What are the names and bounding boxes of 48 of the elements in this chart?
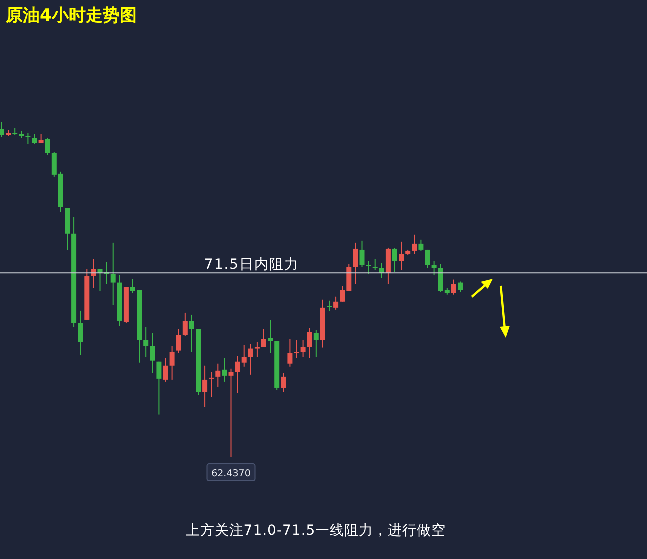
candlestick bbox=[176, 328, 182, 354]
candlestick bbox=[379, 262, 384, 279]
candlestick bbox=[372, 258, 378, 271]
candlestick bbox=[189, 314, 194, 353]
candlestick bbox=[366, 260, 372, 275]
candlestick bbox=[202, 365, 208, 408]
candlestick bbox=[45, 138, 50, 156]
candlestick bbox=[360, 240, 365, 268]
candlestick bbox=[399, 241, 404, 271]
ref-line-label: 71.5日内阻力 bbox=[204, 257, 300, 274]
candlestick bbox=[314, 330, 319, 358]
candlestick bbox=[392, 247, 398, 273]
candlestick bbox=[78, 310, 84, 356]
candlestick bbox=[254, 342, 260, 358]
candlestick bbox=[288, 338, 293, 368]
candlestick bbox=[144, 326, 149, 358]
candlestick bbox=[268, 319, 274, 354]
candlestick bbox=[412, 234, 418, 254]
candlestick bbox=[294, 340, 300, 359]
candlestick bbox=[228, 368, 234, 458]
candlestick bbox=[458, 281, 463, 293]
candlestick bbox=[248, 344, 254, 376]
candlestick bbox=[222, 358, 228, 382]
candlestick bbox=[425, 249, 430, 269]
candlestick bbox=[150, 332, 156, 374]
candlestick bbox=[262, 328, 266, 348]
chart-title: 原油4小时走势图 bbox=[5, 6, 137, 26]
candlestick bbox=[216, 363, 221, 388]
candlestick bbox=[209, 372, 214, 398]
candlestick bbox=[418, 239, 424, 252]
text: 上方关注71.0-71.5一线阻力，进行做空 bbox=[186, 523, 446, 539]
candlestick bbox=[110, 242, 116, 306]
candlestick bbox=[353, 242, 358, 285]
candlestick bbox=[32, 134, 38, 145]
candlestick bbox=[300, 340, 306, 358]
candlestick bbox=[156, 361, 162, 416]
candlestick bbox=[334, 296, 339, 310]
candlestick bbox=[26, 132, 31, 145]
candlestick bbox=[170, 346, 175, 380]
candlestick bbox=[451, 279, 456, 296]
candlestick bbox=[182, 312, 188, 337]
candlestick bbox=[281, 372, 286, 393]
annotation: 62.4370 bbox=[212, 468, 251, 480]
candlestick bbox=[163, 358, 168, 382]
candlestick bbox=[432, 260, 437, 276]
candlestick bbox=[327, 300, 332, 312]
candlestick bbox=[307, 328, 312, 359]
candlestick bbox=[0, 122, 4, 138]
